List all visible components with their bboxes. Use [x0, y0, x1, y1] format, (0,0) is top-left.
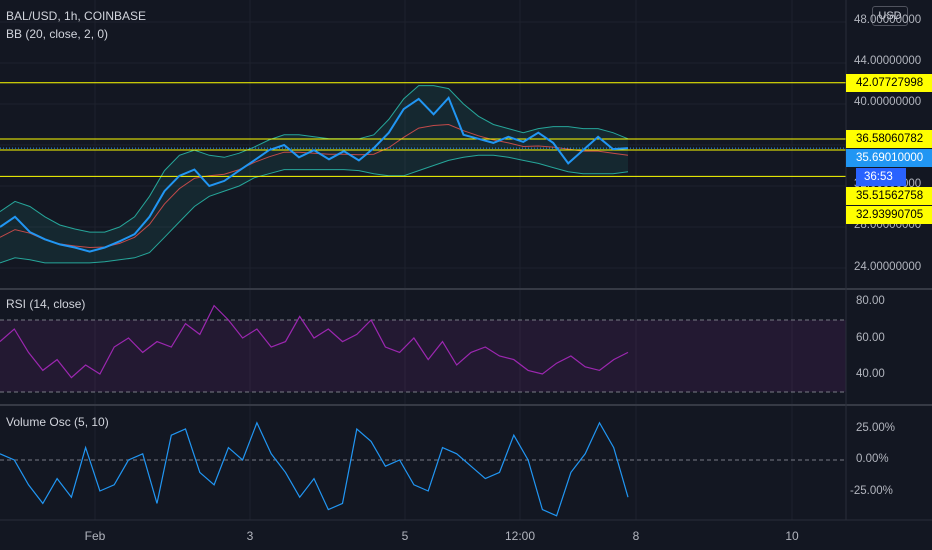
time-label: 12:00	[504, 529, 536, 543]
level-tag-35[interactable]: 35.51562758	[846, 187, 932, 205]
price-tick: 24.00000000	[854, 261, 922, 273]
rsi-tick: 40.00	[856, 368, 885, 380]
rsi-band-fill	[0, 320, 846, 392]
price-tick: 40.00000000	[854, 96, 922, 108]
level-tag-36[interactable]: 36.58060782	[846, 130, 932, 148]
bb-lower-line	[0, 154, 629, 264]
bb-upper-line	[0, 85, 629, 233]
level-tag-42[interactable]: 42.07727998	[846, 74, 932, 92]
price-tick: 44.00000000	[854, 55, 922, 67]
volume-osc-tick: 25.00%	[856, 422, 896, 434]
time-label: 10	[785, 529, 799, 543]
bar-countdown: 36:53	[856, 168, 906, 186]
rsi-legend[interactable]: RSI (14, close)	[6, 297, 86, 311]
series-lines	[0, 95, 846, 517]
rsi-tick: 80.00	[856, 295, 885, 307]
price-tick: 48.00000000	[854, 14, 922, 26]
horizontal-levels[interactable]	[0, 82, 846, 177]
volume-osc-tick: 0.00%	[856, 453, 889, 465]
rsi-line	[0, 304, 629, 379]
level-tag-32[interactable]: 32.93990705	[846, 206, 932, 224]
rsi-tick: 60.00	[856, 332, 885, 344]
volume-osc-tick: -25.00%	[850, 485, 893, 497]
grid-lines	[0, 0, 846, 520]
bb-fill	[0, 85, 628, 263]
volume-osc-legend[interactable]: Volume Osc (5, 10)	[6, 415, 109, 429]
symbol-legend[interactable]: BAL/USD, 1h, COINBASE	[6, 9, 147, 23]
currency-button[interactable]: USD	[872, 6, 908, 26]
time-label: Feb	[84, 529, 106, 543]
bollinger-bands	[0, 85, 629, 264]
price-line	[0, 95, 629, 253]
current-price-tag: 35.69010000	[846, 149, 932, 167]
pane-separators[interactable]	[0, 0, 932, 521]
volume-osc-line	[0, 421, 629, 517]
time-label: 3	[246, 529, 254, 543]
time-label: 8	[632, 529, 640, 543]
time-label: 5	[401, 529, 409, 543]
bb-legend[interactable]: BB (20, close, 2, 0)	[6, 27, 109, 41]
